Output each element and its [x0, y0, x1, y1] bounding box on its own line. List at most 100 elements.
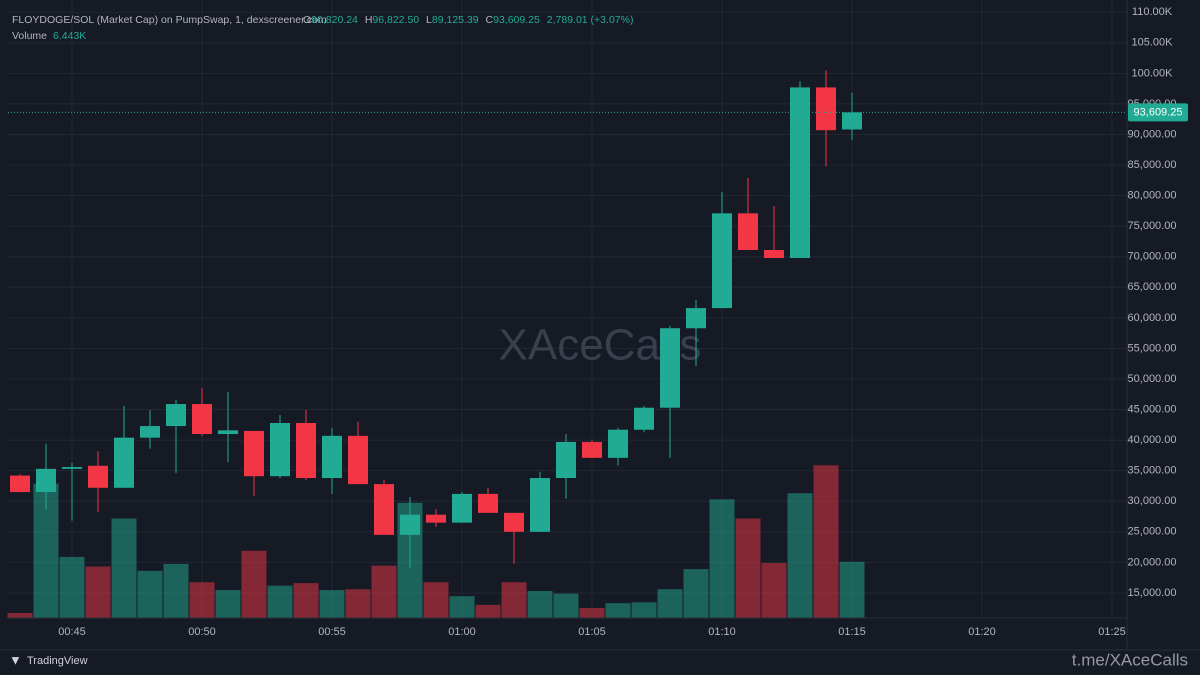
y-tick-label: 55,000.00 — [1128, 342, 1177, 354]
candle-body — [764, 250, 784, 258]
candle-body — [166, 404, 186, 427]
y-tick-label: 25,000.00 — [1128, 526, 1177, 538]
volume-bar — [527, 590, 553, 618]
ohlc-values: O90,820.24 H96,822.50 L89,125.39 C93,609… — [303, 14, 633, 26]
candle-body — [10, 475, 30, 493]
candle-body — [816, 87, 836, 131]
value: 93,609.25 — [493, 14, 540, 26]
last-price-label: 93,609.25 — [1134, 106, 1183, 118]
volume-bar — [449, 596, 475, 618]
candle-body — [712, 213, 732, 309]
x-tick-label: 00:45 — [58, 626, 86, 638]
candle-body — [504, 512, 524, 532]
candle-body — [478, 493, 498, 513]
label: Volume — [12, 30, 47, 42]
volume-bar — [319, 590, 345, 618]
candle-body — [842, 112, 862, 130]
candle-body — [270, 423, 290, 477]
value: 90,820.24 — [311, 14, 358, 26]
candle-body — [452, 493, 472, 523]
x-tick-label: 01:10 — [708, 626, 736, 638]
y-tick-label: 20,000.00 — [1128, 556, 1177, 568]
y-tick-label: 45,000.00 — [1128, 403, 1177, 415]
y-tick-label: 70,000.00 — [1128, 251, 1177, 263]
logo: ▼ — [9, 652, 22, 667]
candle-body — [530, 478, 550, 532]
candle-body — [790, 87, 810, 258]
volume-bar — [371, 565, 397, 618]
candle-body — [400, 514, 420, 535]
x-tick-label: 00:55 — [318, 626, 346, 638]
x-tick-label: 01:00 — [448, 626, 476, 638]
footer: ▼ TradingView t.me/XAceCalls — [9, 650, 1188, 669]
volume-bar — [709, 499, 735, 618]
candle-body — [140, 426, 160, 438]
volume-bar — [85, 566, 111, 618]
x-tick-label: 01:05 — [578, 626, 606, 638]
y-tick-label: 60,000.00 — [1128, 312, 1177, 324]
candle-body — [62, 467, 82, 469]
candle-body — [88, 465, 108, 488]
volume-bar — [761, 563, 787, 618]
volume-bar — [7, 612, 33, 618]
x-tick-label: 00:50 — [188, 626, 216, 638]
candle-body — [738, 213, 758, 251]
volume-bar — [189, 582, 215, 618]
volume-bar — [267, 585, 293, 618]
value: 96,822.50 — [372, 14, 419, 26]
volume-bar — [579, 607, 605, 618]
value: 89,125.39 — [432, 14, 479, 26]
link: t.me/XAceCalls — [1072, 650, 1188, 669]
candle-body — [322, 435, 342, 479]
volume-bar — [59, 556, 85, 618]
y-tick-label: 30,000.00 — [1128, 495, 1177, 507]
volume-bar — [787, 493, 813, 618]
volume-bar — [605, 603, 631, 618]
brand: TradingView — [27, 655, 88, 667]
volume-bar — [683, 569, 709, 618]
y-tick-label: 110.00K — [1132, 6, 1173, 18]
volume-bar — [813, 465, 839, 618]
candle-body — [218, 430, 238, 435]
candle-body — [374, 484, 394, 535]
last-price-tag — [1128, 103, 1188, 122]
candle-body — [582, 441, 602, 458]
candle-body — [192, 404, 212, 435]
volume-bar — [553, 593, 579, 618]
volume-bar — [137, 570, 163, 618]
volume-bar — [657, 589, 683, 618]
volume-bar — [215, 590, 241, 618]
candle-body — [660, 328, 680, 408]
volume-bar — [631, 602, 657, 618]
x-tick-label: 01:25 — [1098, 626, 1126, 638]
label: L — [426, 14, 432, 26]
candle-body — [296, 423, 316, 479]
candle-body — [348, 435, 368, 485]
volume-bar — [111, 518, 137, 618]
candle-body — [556, 441, 576, 479]
label: C — [486, 14, 494, 26]
legend: FLOYDOGE/SOL (Market Cap) on PumpSwap, 1… — [12, 14, 633, 42]
volume-bar — [163, 563, 189, 618]
volume-label: Volume 6.443K — [12, 30, 86, 42]
candle-body — [244, 430, 264, 477]
y-tick-label: 75,000.00 — [1128, 220, 1177, 232]
y-tick-label: 80,000.00 — [1128, 190, 1177, 202]
y-tick-label: 15,000.00 — [1128, 587, 1177, 599]
candle-body — [36, 468, 56, 493]
y-tick-label: 90,000.00 — [1128, 128, 1177, 140]
candle-body — [114, 437, 134, 488]
volume-bar — [735, 518, 761, 618]
value: 6.443K — [53, 30, 86, 42]
symbol: FLOYDOGE/SOL (Market Cap) on PumpSwap, 1… — [12, 14, 327, 26]
volume-bar — [423, 582, 449, 618]
volume-bar — [241, 550, 267, 618]
label: O — [303, 14, 311, 26]
volume-bar — [293, 583, 319, 618]
y-tick-label: 35,000.00 — [1128, 465, 1177, 477]
volume-bar — [345, 589, 371, 618]
x-tick-label: 01:20 — [968, 626, 996, 638]
x-tick-label: 01:15 — [838, 626, 866, 638]
candle-body — [634, 407, 654, 430]
